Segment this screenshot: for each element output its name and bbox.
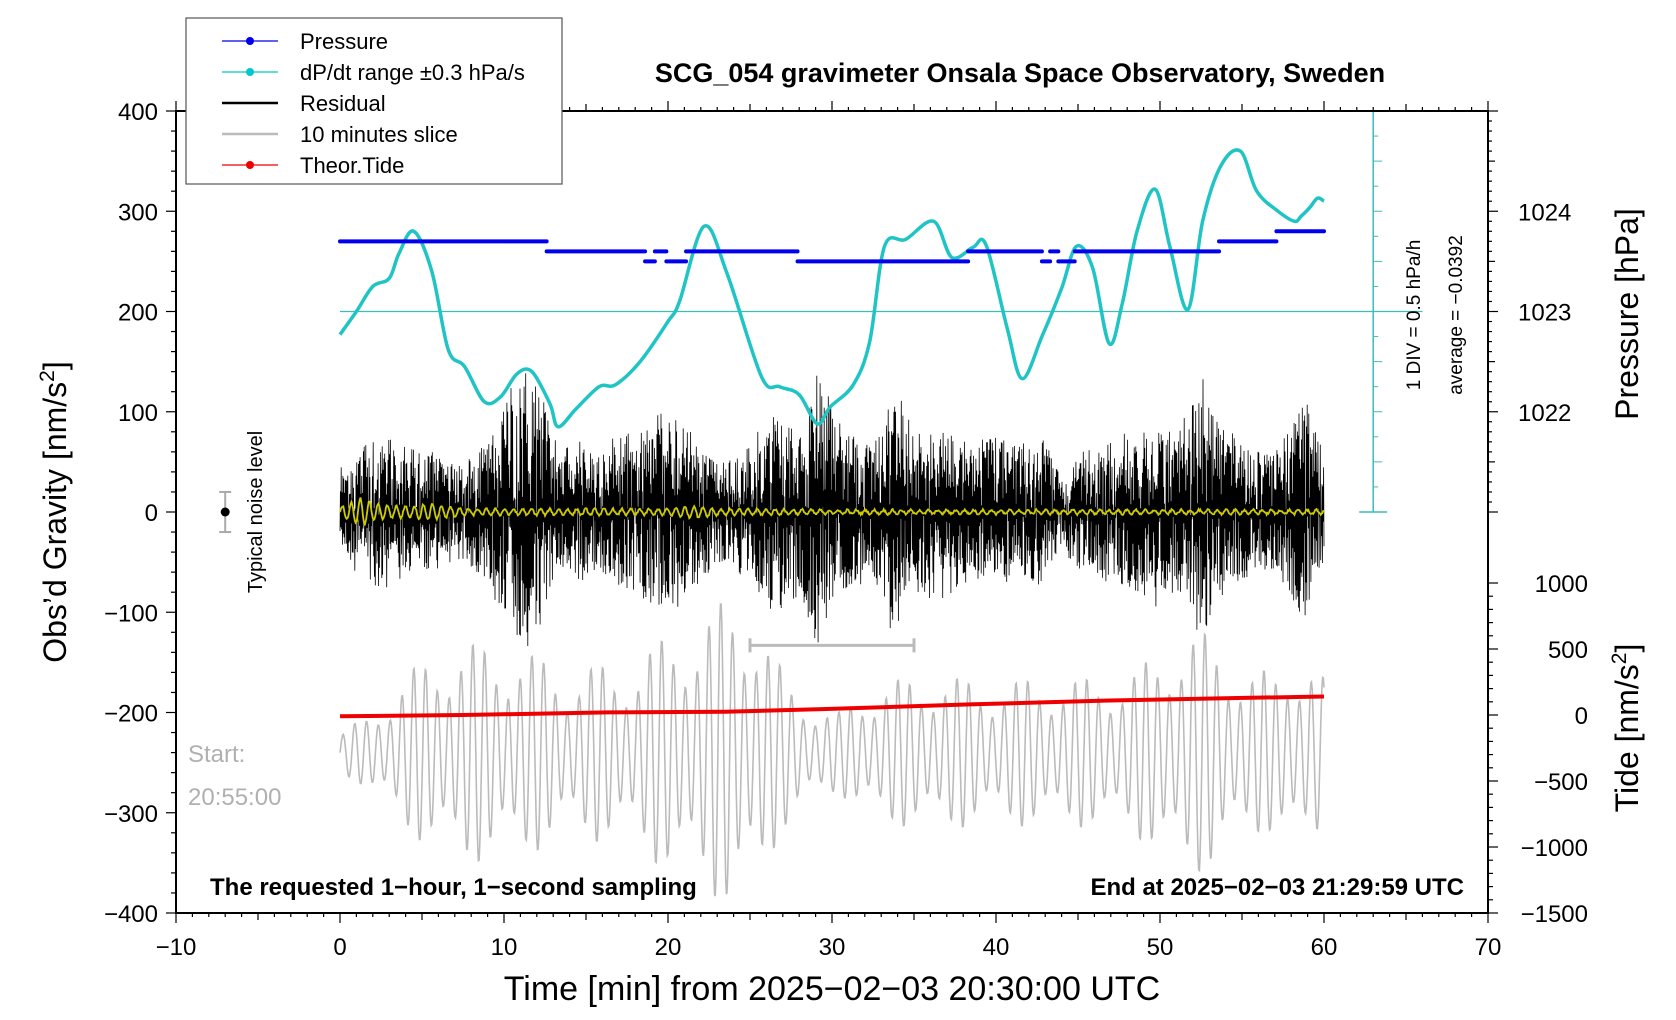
legend-marker [246,37,254,45]
x-tick-label: 10 [491,934,518,961]
footer-sampling-label: The requested 1−hour, 1−second sampling [210,874,697,901]
pressure-tick-label: 1022 [1518,400,1571,427]
pressure-tick-label: 1023 [1518,300,1571,327]
axes: −10 0 10 20 30 40 50 60 704003002001000−100−200−… [104,99,1588,961]
y-tick-label: −300 [104,801,158,828]
pressure-series [338,229,1326,264]
tide-tick-label: −1500 [1521,901,1588,928]
pressure-scale-label: 1 DIV = 0.5 hPa/h [1404,240,1425,391]
legend-label: Pressure [300,29,388,54]
start-label: Start: [188,741,245,768]
legend-label: Theor.Tide [300,153,404,178]
x-tick-label: −10 [156,934,197,961]
x-tick-label: 30 [819,934,846,961]
y-tick-label: 300 [118,199,158,226]
y-tick-label: −200 [104,701,158,728]
legend-box [185,17,563,185]
slice-line [339,603,1325,897]
tide-tick-label: −500 [1534,769,1588,796]
x-tick-label: 40 [983,934,1010,961]
footer-end-time-label: End at 2025−02−03 21:29:59 UTC [1090,874,1464,901]
y-tick-label: 200 [118,300,158,327]
y-axis-label-tide: Tide [nm/s2] [1608,644,1645,813]
tide-tick-label: 500 [1548,637,1588,664]
residual-line [339,373,1325,647]
x-tick-label: 70 [1475,934,1502,961]
tide-tick-label: 1000 [1535,571,1588,598]
x-tick-label: 0 [333,934,346,961]
smoothed-residual-series [339,497,1325,526]
y-tick-label: 400 [118,99,158,126]
y-tick-label: 100 [118,400,158,427]
tide-tick-label: −1000 [1521,835,1588,862]
tide-tick-label: 0 [1575,703,1588,730]
legend-items: Pressure dP/dt range ±0.3 hPa/s Residual 10… [222,29,525,178]
y-tick-label: −400 [104,901,158,928]
x-tick-label: 20 [655,934,682,961]
noise-level-label: Typical noise level [245,431,267,593]
y-axis-label-pressure: Pressure [hPa] [1609,208,1645,420]
start-time-label: 20:55:00 [188,784,281,811]
tide-line [339,694,1325,719]
y-tick-label: −100 [104,600,158,627]
chart-title: SCG_054 gravimeter Onsala Space Observat… [655,58,1385,88]
dpdt-line [338,148,1325,429]
x-axis-label: Time [min] from 2025−02−03 20:30:00 UTC [504,970,1160,1008]
slice-series [339,603,1325,897]
x-tick-label: 50 [1147,934,1174,961]
legend-label: dP/dt range ±0.3 hPa/s [300,60,525,85]
y-axis-label-gravity: Obs’d Gravity [nm/s2] [36,361,73,663]
x-tick-label: 60 [1311,934,1338,961]
dpdt-series [338,148,1423,429]
legend-marker [246,68,254,76]
legend-label: 10 minutes slice [300,122,458,147]
residual-series [339,373,1325,647]
theor-tide-series [339,694,1325,719]
legend-label: Residual [300,91,386,116]
noise-point [220,507,230,517]
pressure-tick-label: 1024 [1518,199,1571,226]
pressure-average-label: average = −0.0392 [1446,235,1467,395]
legend-marker [246,161,254,169]
legend: Pressure dP/dt range ±0.3 hPa/s Residual 10… [185,17,563,185]
smoothed-residual-line [339,497,1325,526]
chart-annotations [219,110,1388,653]
y-tick-label: 0 [145,500,158,527]
